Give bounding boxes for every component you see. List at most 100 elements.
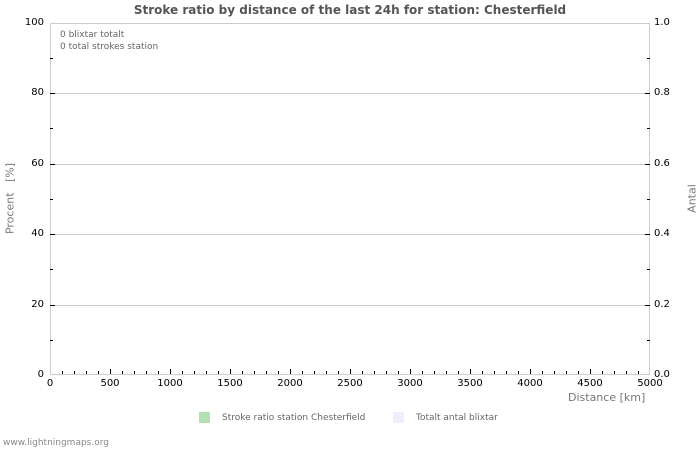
y2-tick-label: 0.4	[654, 228, 670, 239]
y2-tick	[645, 164, 650, 165]
x-minor-tick	[566, 371, 567, 374]
x-major-tick	[590, 369, 591, 374]
x-minor-tick	[278, 371, 279, 374]
x-minor-tick	[254, 371, 255, 374]
y-minor-tick	[50, 340, 53, 341]
x-major-tick	[410, 369, 411, 374]
x-major-tick	[470, 369, 471, 374]
x-major-tick	[350, 369, 351, 374]
x-tick-label: 4000	[517, 378, 543, 389]
y-tick-label: 80	[31, 87, 44, 98]
x-minor-tick	[578, 371, 579, 374]
x-tick-label: 5000	[637, 378, 663, 389]
x-minor-tick	[482, 371, 483, 374]
x-minor-tick	[362, 371, 363, 374]
y2-tick-label: 0.2	[654, 299, 670, 310]
y2-tick	[645, 234, 650, 235]
y2-minor-tick	[647, 340, 650, 341]
x-minor-tick	[506, 371, 507, 374]
x-tick-label: 2500	[337, 378, 363, 389]
x-minor-tick	[86, 371, 87, 374]
y-tick-label: 60	[31, 158, 44, 169]
y2-minor-tick	[647, 269, 650, 270]
y2-tick-label: 0.8	[654, 87, 670, 98]
x-minor-tick	[218, 371, 219, 374]
y2-minor-tick	[647, 128, 650, 129]
x-tick-label: 0	[46, 378, 54, 389]
x-minor-tick	[542, 371, 543, 374]
y2-axis-title: Antal	[685, 184, 699, 213]
x-minor-tick	[374, 371, 375, 374]
x-minor-tick	[98, 371, 99, 374]
gridline-40	[50, 234, 650, 235]
y-minor-tick	[50, 58, 53, 59]
x-minor-tick	[146, 371, 147, 374]
y-tick-label: 0	[37, 369, 44, 380]
gridline-80	[50, 93, 650, 94]
y-tick	[50, 234, 55, 235]
gridline-60	[50, 164, 650, 165]
x-minor-tick	[602, 371, 603, 374]
info-total-strokes: 0 blixtar totalt	[60, 30, 125, 40]
x-minor-tick	[398, 371, 399, 374]
x-tick-label: 500	[100, 378, 120, 389]
y2-tick-label: 0.0	[654, 369, 670, 380]
y2-tick	[645, 93, 650, 94]
x-minor-tick	[302, 371, 303, 374]
legend-swatch-total	[393, 412, 404, 423]
x-tick-label: 4500	[577, 378, 603, 389]
x-major-tick	[230, 369, 231, 374]
legend-label-total: Totalt antal blixtar	[416, 413, 498, 423]
x-minor-tick	[122, 371, 123, 374]
y-minor-tick	[50, 199, 53, 200]
x-tick-label: 1000	[157, 378, 183, 389]
x-minor-tick	[182, 371, 183, 374]
x-major-tick	[290, 369, 291, 374]
y-minor-tick	[50, 269, 53, 270]
y2-tick	[645, 305, 650, 306]
y-minor-tick	[50, 128, 53, 129]
y-axis-title: Procent [%]	[3, 162, 17, 235]
x-major-tick	[110, 369, 111, 374]
chart-title: Stroke ratio by distance of the last 24h…	[133, 3, 567, 17]
legend-swatch-stroke-ratio	[199, 412, 210, 423]
x-minor-tick	[494, 371, 495, 374]
x-minor-tick	[62, 371, 63, 374]
y-tick-label: 20	[31, 299, 44, 310]
y2-minor-tick	[647, 58, 650, 59]
plot-area	[50, 23, 650, 375]
x-minor-tick	[434, 371, 435, 374]
x-minor-tick	[386, 371, 387, 374]
gridline-20	[50, 305, 650, 306]
x-minor-tick	[518, 371, 519, 374]
x-minor-tick	[446, 371, 447, 374]
x-minor-tick	[638, 371, 639, 374]
x-minor-tick	[158, 371, 159, 374]
y-tick	[50, 164, 55, 165]
x-tick-label: 3500	[457, 378, 483, 389]
x-minor-tick	[206, 371, 207, 374]
x-tick-label: 3000	[397, 378, 423, 389]
x-minor-tick	[338, 371, 339, 374]
x-axis-title: Distance [km]	[568, 391, 646, 404]
x-minor-tick	[626, 371, 627, 374]
x-minor-tick	[422, 371, 423, 374]
y2-minor-tick	[647, 199, 650, 200]
y-tick-label: 40	[31, 228, 44, 239]
y-tick	[50, 93, 55, 94]
x-minor-tick	[326, 371, 327, 374]
y-tick	[50, 305, 55, 306]
x-major-tick	[170, 369, 171, 374]
y2-tick-label: 1.0	[654, 17, 670, 28]
x-major-tick	[530, 369, 531, 374]
x-minor-tick	[458, 371, 459, 374]
footer-site-link[interactable]: www.lightningmaps.org	[3, 438, 109, 448]
x-minor-tick	[242, 371, 243, 374]
x-minor-tick	[554, 371, 555, 374]
x-tick-label: 2000	[277, 378, 303, 389]
x-minor-tick	[134, 371, 135, 374]
x-minor-tick	[614, 371, 615, 374]
legend-label-stroke-ratio: Stroke ratio station Chesterfield	[222, 413, 366, 423]
x-minor-tick	[314, 371, 315, 374]
x-minor-tick	[266, 371, 267, 374]
